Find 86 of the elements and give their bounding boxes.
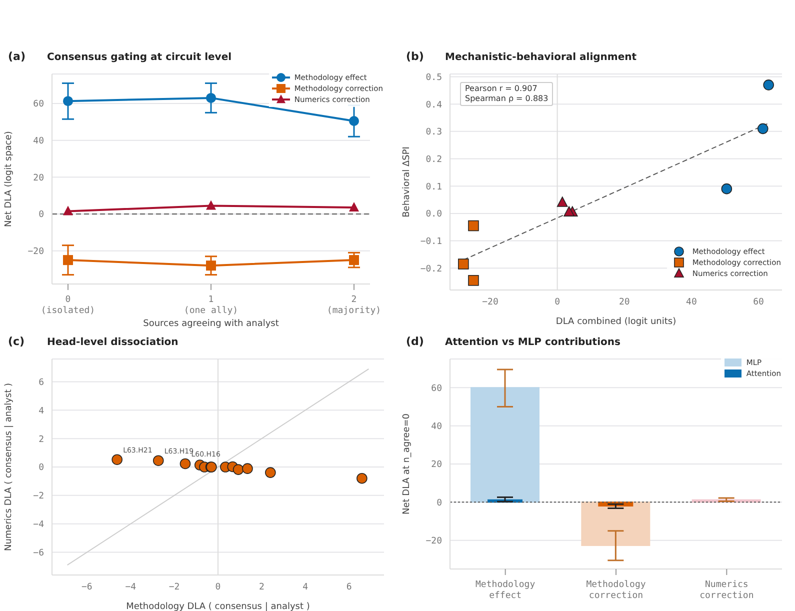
y-tick-label: 20 xyxy=(33,173,44,184)
y-axis-title: Net DLA at n_agree=0 xyxy=(402,413,412,515)
y-tick-label: −0.1 xyxy=(420,236,442,247)
point xyxy=(349,116,359,126)
y-tick-label: 4 xyxy=(38,406,44,416)
y-tick-label: −20 xyxy=(28,247,44,258)
y-tick-label: 20 xyxy=(431,460,442,470)
y-tick-label: −20 xyxy=(426,536,442,547)
x-axis-title: Methodology DLA ( consensus | analyst ) xyxy=(126,602,310,611)
text: (d) xyxy=(406,335,424,348)
point xyxy=(468,220,479,232)
point xyxy=(63,255,73,266)
y-axis-title: Numerics DLA ( consensus | analyst ) xyxy=(4,382,14,552)
point xyxy=(556,196,568,207)
text: (a) xyxy=(8,50,26,63)
y-axis-title: Behavioral ΔSPI xyxy=(402,146,412,218)
y-tick-label: 0.3 xyxy=(426,128,442,138)
x-tick-label: Numerics correction xyxy=(700,580,754,601)
y-tick-label: 6 xyxy=(38,378,44,388)
x-tick-label: 0 xyxy=(215,582,221,592)
point xyxy=(721,183,732,194)
y-tick-label: 0 xyxy=(38,210,44,220)
chart-title: Attention vs MLP contributions xyxy=(445,337,620,348)
text: (b) xyxy=(406,50,424,63)
bar xyxy=(470,387,540,503)
point xyxy=(763,80,774,90)
x-tick-label: 0 (isolated) xyxy=(40,295,96,316)
chart-title: Mechanistic-behavioral alignment xyxy=(445,52,637,63)
x-tick-label: 2 xyxy=(258,582,264,592)
y-tick-label: −6 xyxy=(33,548,44,558)
x-tick-label: Methodology correction xyxy=(586,580,646,601)
x-tick-label: 20 xyxy=(618,297,630,308)
point xyxy=(265,467,276,478)
y-tick-label: 2 xyxy=(38,434,44,445)
point xyxy=(757,123,768,134)
x-tick-label: 2 (majority) xyxy=(326,295,382,316)
point xyxy=(206,92,216,103)
y-tick-label: 0.1 xyxy=(426,182,442,192)
point xyxy=(112,454,122,466)
y-tick-label: 0 xyxy=(38,463,44,474)
point xyxy=(232,464,244,475)
bar xyxy=(581,502,650,546)
point xyxy=(180,458,191,470)
text: (c) xyxy=(8,335,25,348)
y-axis-title: Net DLA (logit space) xyxy=(4,131,14,227)
x-axis-title: Sources agreeing with analyst xyxy=(143,319,280,329)
point xyxy=(63,96,73,106)
point xyxy=(206,200,216,210)
y-tick-label: 0.0 xyxy=(426,210,442,220)
x-tick-label: −20 xyxy=(482,297,498,308)
point xyxy=(63,206,73,216)
chart-title: Head-level dissociation xyxy=(47,337,178,348)
point xyxy=(206,260,216,271)
y-tick-label: 0.4 xyxy=(426,100,442,110)
y-tick-label: 40 xyxy=(431,422,442,432)
point xyxy=(349,202,359,212)
y-tick-label: 0.2 xyxy=(426,154,442,165)
annotation: Pearson r = 0.907 xyxy=(465,84,538,94)
point xyxy=(152,455,164,466)
y-tick-label: 40 xyxy=(33,136,44,147)
y-tick-label: 0 xyxy=(436,498,442,508)
y-tick-label: −2 xyxy=(33,492,44,502)
y-tick-label: 0.5 xyxy=(426,72,442,83)
x-tick-label: 6 xyxy=(346,582,352,592)
annotation: Spearman ρ = 0.883 xyxy=(465,94,548,104)
point xyxy=(242,463,253,474)
chart-title: Consensus gating at circuit level xyxy=(47,52,232,63)
point xyxy=(564,206,574,216)
y-tick-label: 60 xyxy=(431,384,442,394)
x-tick-label: 60 xyxy=(753,297,764,308)
x-tick-label: Methodology effect xyxy=(476,580,536,601)
x-tick-label: 1 (one ally) xyxy=(184,295,238,316)
point xyxy=(468,275,479,286)
point xyxy=(349,255,359,266)
x-tick-label: −2 xyxy=(168,582,180,592)
x-tick-label: 0 xyxy=(554,297,560,308)
point xyxy=(356,472,368,484)
x-tick-label: 4 xyxy=(302,582,308,592)
y-tick-label: 60 xyxy=(33,100,44,110)
x-axis-title: DLA combined (logit units) xyxy=(556,317,676,327)
x-tick-label: 40 xyxy=(686,297,697,308)
x-tick-label: −4 xyxy=(125,582,136,592)
y-tick-label: −4 xyxy=(33,520,44,530)
y-tick-label: −0.2 xyxy=(420,264,442,274)
point xyxy=(458,258,469,270)
x-tick-label: −6 xyxy=(82,582,92,592)
